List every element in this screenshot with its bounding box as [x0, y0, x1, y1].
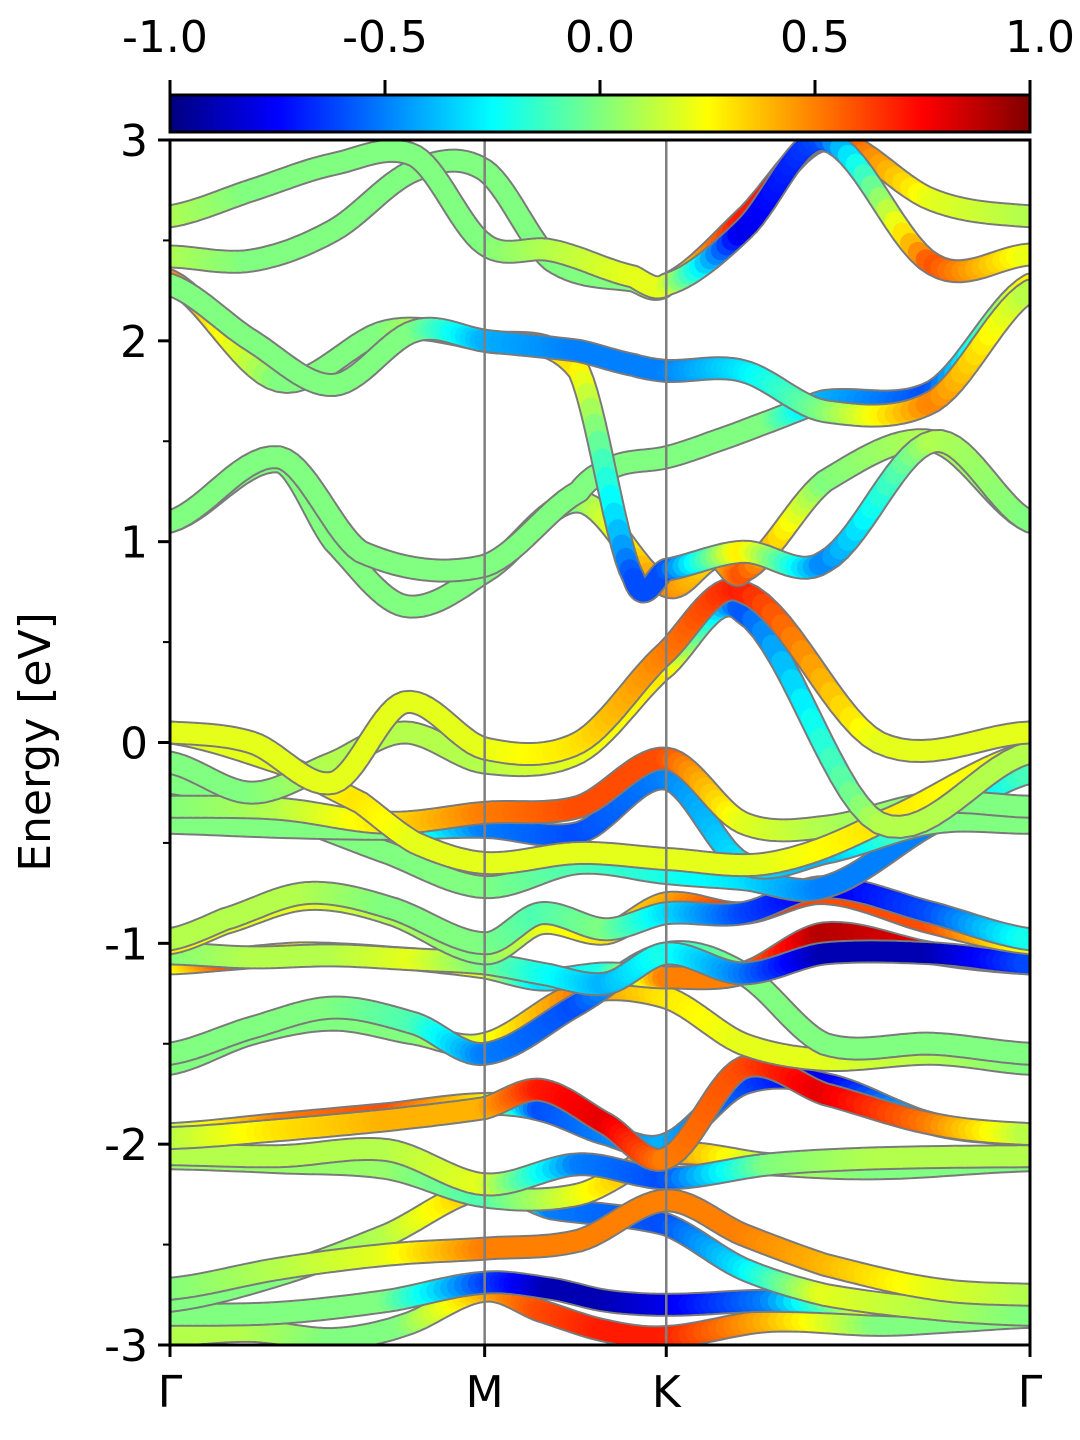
kpath-vertical-lines [483, 140, 668, 1345]
band-19 [170, 577, 1030, 796]
y-axis-label: Energy [eV] [10, 612, 61, 872]
band-segment [1009, 722, 1030, 744]
colorbar-tick-label: 0.5 [780, 12, 850, 63]
x-tick-label: Γ [158, 1367, 183, 1418]
x-tick-label: M [466, 1367, 504, 1418]
band-16 [170, 746, 1030, 843]
band-segment [1009, 742, 1030, 767]
colorbar-tick-label: 0.0 [565, 12, 635, 63]
band-13 [170, 875, 1030, 956]
y-tick-label: -3 [104, 1321, 148, 1372]
band-7 [170, 1053, 1030, 1172]
band-lines [170, 140, 1030, 1345]
colorbar-tick-label: 1.0 [1005, 12, 1075, 63]
colorbar: -1.0 -0.5 0.0 0.5 1.0 [122, 12, 1075, 134]
y-tick-label: -1 [104, 919, 148, 970]
band-23 [170, 272, 1030, 428]
band-5 [170, 1137, 1030, 1197]
band-25 [170, 140, 1030, 300]
y-tick-label: 1 [120, 518, 148, 569]
x-tick-label: K [652, 1367, 682, 1418]
y-tick-label: 0 [120, 719, 148, 770]
colorbar-gradient [168, 93, 1032, 134]
y-tick-label: 3 [120, 116, 148, 167]
x-tick-label: Γ [1018, 1367, 1043, 1418]
colorbar-ticks: -1.0 -0.5 0.0 0.5 1.0 [122, 12, 1075, 95]
y-tick-label: -2 [104, 1120, 148, 1171]
colorbar-tick-label: -0.5 [342, 12, 428, 63]
band-11 [170, 939, 1030, 997]
y-axis: -3 -2 -1 0 1 2 3 [104, 116, 170, 1372]
colorbar-tick-label: -1.0 [122, 12, 208, 63]
y-tick-label: 2 [120, 317, 148, 368]
band-3 [170, 1188, 1030, 1307]
